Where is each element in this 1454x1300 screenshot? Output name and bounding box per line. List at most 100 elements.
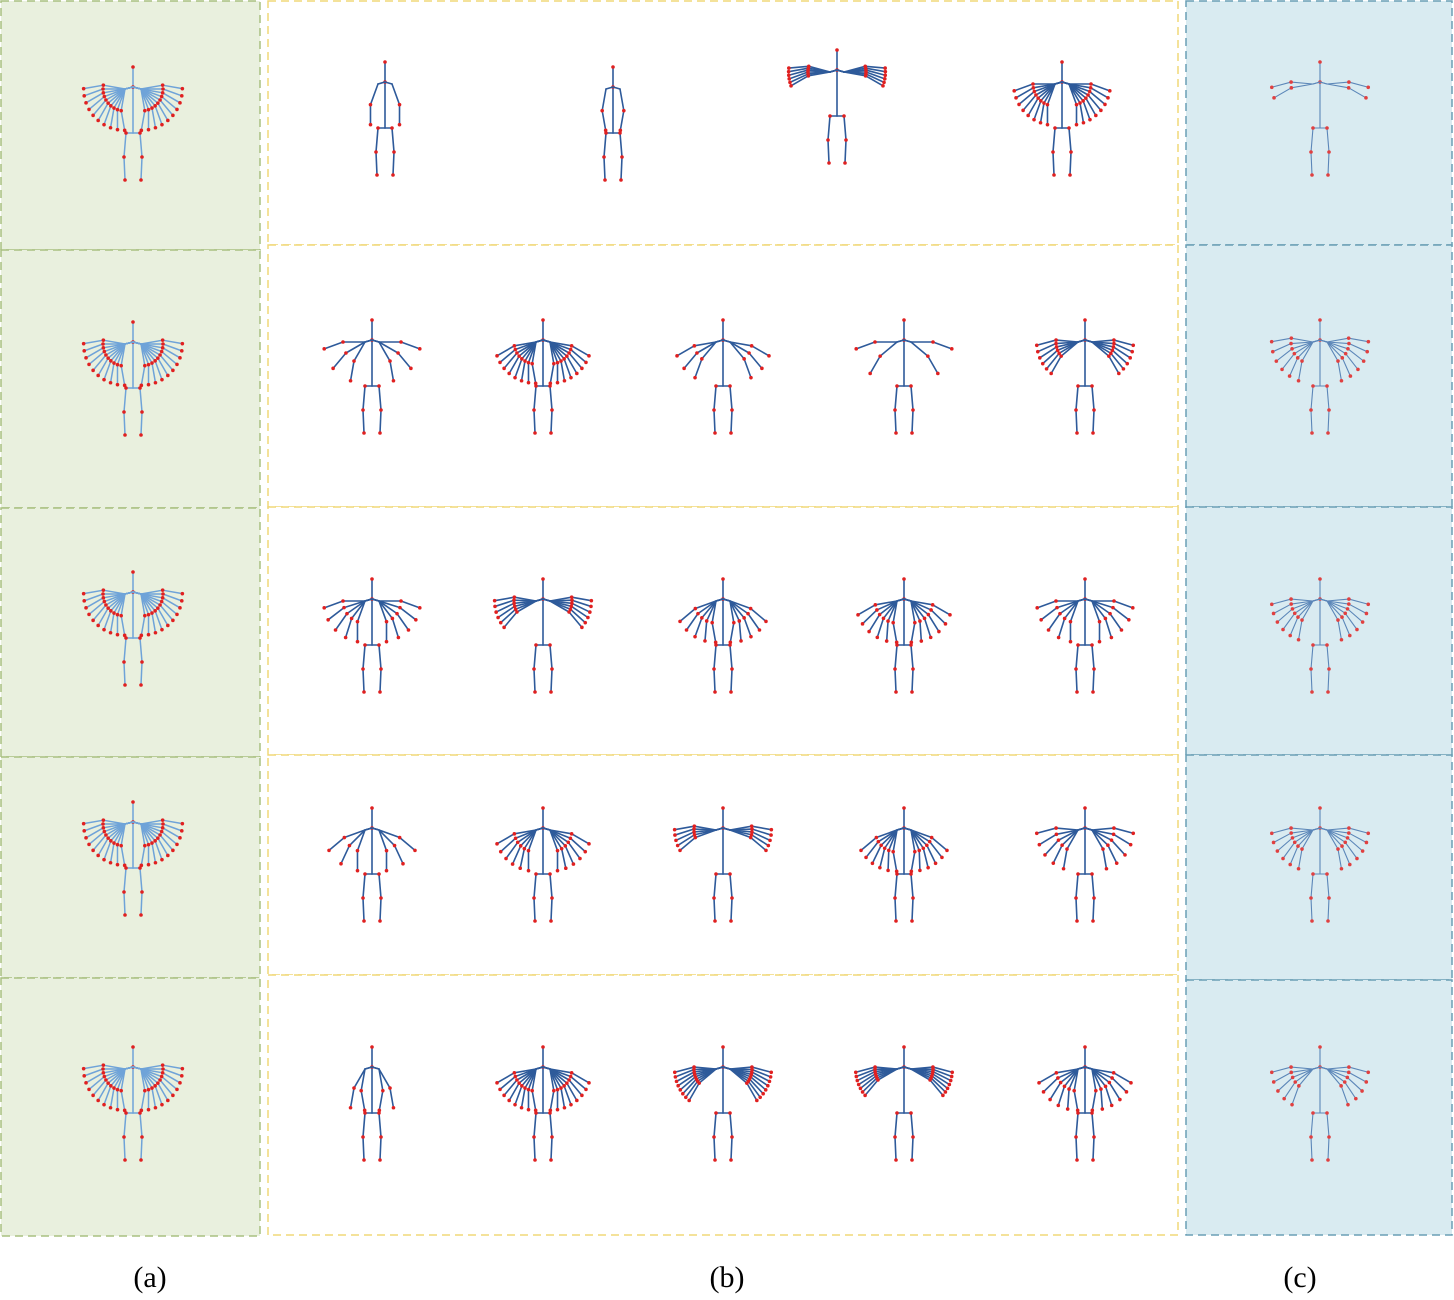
joint — [1075, 1158, 1079, 1162]
joint — [684, 628, 689, 632]
joint — [562, 1084, 566, 1088]
joint — [101, 1063, 106, 1067]
joint — [160, 1071, 165, 1075]
joint — [712, 1135, 716, 1139]
bone — [159, 99, 174, 117]
bone — [162, 823, 183, 832]
joint — [1274, 359, 1279, 363]
joint — [883, 66, 887, 70]
bone — [844, 139, 847, 164]
joint — [730, 1135, 734, 1139]
joint — [166, 373, 170, 378]
joint — [926, 354, 930, 358]
skeleton — [1269, 1045, 1371, 1162]
bone — [549, 1089, 555, 1112]
joint — [179, 829, 184, 833]
joint — [918, 868, 922, 873]
joint — [929, 835, 934, 840]
skeleton — [1012, 60, 1112, 177]
panel-cell — [267, 0, 1179, 246]
bone — [789, 73, 809, 84]
bone — [391, 617, 400, 639]
joint — [104, 833, 108, 837]
joint — [552, 1088, 556, 1093]
joint — [874, 835, 879, 840]
joint — [567, 351, 571, 355]
joint — [81, 591, 86, 596]
joint — [704, 619, 709, 623]
joint — [1100, 1107, 1105, 1111]
bone — [738, 620, 742, 642]
bone — [497, 605, 516, 619]
joint — [518, 844, 523, 848]
bone — [1091, 829, 1115, 836]
bone — [120, 88, 126, 112]
joint — [1311, 1111, 1315, 1115]
bone — [1066, 829, 1079, 850]
joint — [1289, 341, 1293, 346]
bone — [1092, 1136, 1095, 1161]
bone — [520, 360, 526, 382]
bone — [1087, 94, 1102, 112]
joint — [493, 604, 497, 609]
joint — [894, 1158, 898, 1162]
bone — [109, 1087, 115, 1109]
bone — [749, 607, 767, 623]
joint — [1062, 616, 1067, 621]
bone — [865, 71, 886, 80]
joint — [569, 832, 574, 836]
bone — [1275, 348, 1293, 362]
joint — [159, 599, 164, 604]
joint — [131, 65, 135, 69]
bone — [549, 873, 553, 899]
joint — [159, 829, 164, 834]
joint — [158, 603, 162, 607]
joint — [1130, 349, 1135, 354]
joint — [697, 1081, 701, 1085]
bone — [364, 1066, 373, 1070]
joint — [1090, 643, 1094, 647]
bone — [550, 409, 553, 434]
bone — [378, 341, 399, 354]
bone — [160, 1075, 178, 1091]
joint — [1347, 597, 1351, 601]
bone — [1348, 603, 1367, 615]
bone — [140, 1068, 146, 1092]
joint — [1086, 93, 1090, 97]
bone — [1327, 668, 1330, 693]
joint — [1076, 1111, 1080, 1115]
joint — [1269, 1070, 1274, 1075]
joint — [171, 368, 175, 373]
joint — [82, 349, 87, 353]
joint — [1325, 1111, 1329, 1115]
bone — [1326, 600, 1350, 605]
bone — [1337, 848, 1343, 870]
joint — [513, 347, 518, 352]
joint — [1318, 60, 1322, 64]
bone — [535, 339, 544, 343]
joint — [175, 612, 179, 617]
joint — [750, 827, 754, 831]
bone — [1290, 341, 1314, 345]
bone — [903, 598, 912, 602]
bone — [353, 1068, 366, 1089]
bone — [1341, 616, 1351, 637]
joint — [1109, 1103, 1114, 1108]
bone — [124, 1066, 134, 1070]
joint — [112, 611, 116, 615]
joint — [401, 861, 405, 866]
bone — [892, 621, 898, 644]
joint — [534, 872, 538, 876]
joint — [384, 619, 389, 624]
joint — [895, 384, 899, 388]
joint — [150, 841, 154, 845]
joint — [146, 612, 151, 617]
bone — [1326, 341, 1350, 345]
bone — [729, 644, 733, 670]
bone — [569, 1075, 587, 1091]
joint — [91, 113, 95, 118]
joint — [1057, 351, 1061, 356]
joint — [1127, 618, 1131, 622]
bone — [701, 341, 717, 360]
joint — [886, 848, 891, 853]
